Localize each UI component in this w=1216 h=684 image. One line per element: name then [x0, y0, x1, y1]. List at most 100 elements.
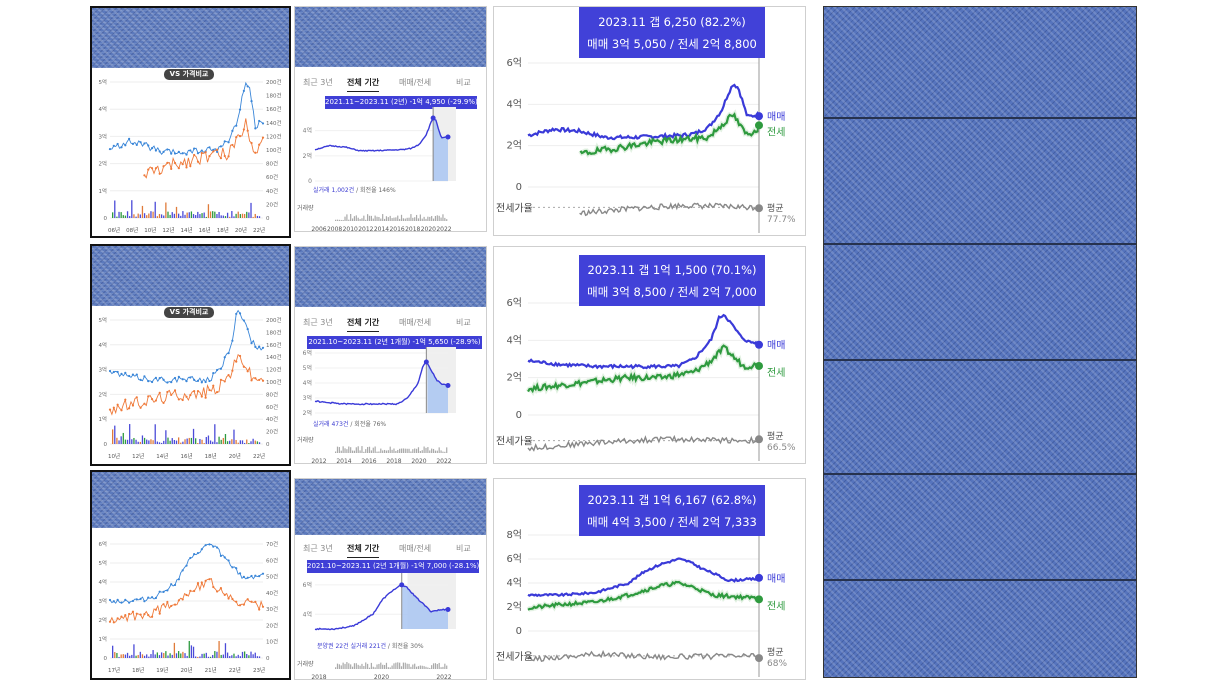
y-left-tick-label: 3억	[98, 366, 107, 374]
volume-bar	[382, 450, 384, 453]
volume-bar	[226, 441, 229, 444]
tab-full-period[interactable]: 전체 기간	[347, 317, 380, 332]
x-tick-label: 2022	[436, 458, 451, 464]
sale-point	[112, 370, 115, 374]
tab-compare[interactable]: 비교	[456, 318, 471, 327]
fullperiod-panel-2: 최근 3년 전체 기간 매매/전세 비교 2021.10~2023.11 (2년…	[294, 246, 487, 464]
sale-point	[173, 583, 177, 587]
divider	[824, 243, 1136, 245]
jeonse-point	[116, 617, 119, 620]
sale-end-point	[755, 573, 763, 582]
gap-tooltip: 2023.11 갭 6,250 (82.2%) 매매 3억 5,050 / 전세…	[579, 7, 765, 58]
volume-bar	[254, 213, 256, 218]
volume-bar	[444, 451, 446, 453]
jeonse-point	[208, 154, 211, 158]
volume-bar	[190, 645, 193, 658]
sale-point	[143, 142, 146, 145]
sale-point	[196, 379, 200, 383]
jeonse-point	[166, 600, 169, 604]
vs-compare-badge[interactable]: VS 가격비교	[164, 69, 214, 80]
volume-bar	[177, 437, 180, 444]
tab-full-period[interactable]: 전체 기간	[347, 543, 380, 558]
volume-bar	[340, 450, 342, 453]
x-tick-label: 16년	[199, 226, 211, 234]
volume-bar	[406, 448, 408, 453]
compare-panel-3: 0 1억 2억 3억 4억 5억 6억 0 10건 20건 30건 40건 50건 60건 70건 17년 18…	[90, 470, 291, 680]
volume-bar	[427, 216, 429, 221]
volume-bar	[387, 217, 389, 221]
jeonse-point	[246, 129, 249, 132]
sale-point	[131, 599, 135, 603]
x-tick-label: 22년	[253, 226, 265, 234]
volume-bar	[363, 451, 365, 453]
volume-bar	[133, 644, 135, 658]
volume-bar	[357, 446, 359, 453]
volume-bar	[374, 215, 376, 221]
sale-point	[231, 566, 234, 569]
jeonse-point	[173, 161, 177, 165]
volume-bar	[252, 438, 254, 444]
volume-bar	[423, 216, 425, 221]
x-tick-label: 23년	[253, 666, 265, 674]
volume-bar	[414, 663, 416, 669]
volume-bar	[258, 656, 261, 658]
jeonse-point	[139, 406, 142, 409]
volume-bar	[226, 652, 229, 658]
tab-full-period[interactable]: 전체 기간	[347, 77, 380, 92]
volume-bar	[241, 651, 244, 658]
vs-compare-badge[interactable]: VS 가격비교	[164, 307, 214, 318]
volume-bar	[182, 441, 184, 444]
volume-bar	[397, 662, 399, 669]
y-right-tick-label: 50건	[266, 574, 278, 581]
volume-bar	[235, 439, 237, 444]
tab-sale-jeonse[interactable]: 매매/전세	[399, 544, 432, 553]
volume-bar	[415, 214, 418, 221]
sale-point	[166, 381, 169, 384]
volume-bar	[180, 442, 182, 444]
volume-bar	[120, 654, 122, 658]
sale-point	[147, 596, 150, 599]
y-left-tick-label: 3억	[98, 597, 107, 605]
volume-bar	[423, 446, 425, 453]
volume-bar	[124, 215, 127, 218]
jeonse-point	[212, 384, 215, 387]
jeonse-end-point	[755, 121, 763, 130]
volume-bar	[346, 214, 348, 221]
volume-bar	[222, 215, 224, 218]
volume-bar	[421, 665, 423, 669]
jeonse-point	[238, 354, 242, 358]
sale-legend-label: 매매	[767, 573, 785, 585]
volume-bar	[338, 219, 340, 221]
sale-point	[158, 377, 161, 380]
sale-point	[208, 543, 211, 546]
tab-recent-3y[interactable]: 최근 3년	[303, 78, 333, 87]
sale-point	[246, 327, 249, 331]
tab-sale-jeonse[interactable]: 매매/전세	[399, 318, 432, 327]
volume-bar	[233, 216, 235, 218]
jeonse-point	[170, 167, 173, 170]
peak-point	[423, 359, 429, 365]
sale-point	[227, 141, 230, 144]
fullperiod-chart: 2억 3억 4억 5억 6억 2012 2014 2016 2018 2020 2022	[303, 347, 456, 464]
volume-bar	[190, 211, 193, 218]
tab-recent-3y[interactable]: 최근 3년	[303, 318, 333, 327]
y-left-tick-label: 5억	[98, 78, 107, 86]
x-tick-label: 2020	[421, 226, 436, 232]
volume-bar	[124, 654, 127, 658]
volume-bar	[254, 652, 256, 658]
volume-bar	[163, 215, 165, 218]
compare-chart: 0 1억 2억 3억 4억 5억 6억 0 10건 20건 30건 40건 50건 60건 70건 17년 18…	[98, 540, 278, 674]
tab-recent-3y[interactable]: 최근 3년	[303, 544, 333, 553]
volume-bar	[402, 218, 404, 221]
volume-bar	[436, 664, 438, 669]
y-right-tick-label: 200건	[266, 79, 282, 86]
x-tick-label: 14년	[180, 226, 192, 234]
y-right-tick-label: 100건	[266, 147, 282, 154]
y-right-tick-label: 60건	[266, 557, 278, 564]
y-right-tick-label: 20건	[266, 429, 278, 436]
tab-compare[interactable]: 비교	[456, 78, 471, 87]
tab-sale-jeonse[interactable]: 매매/전세	[399, 78, 432, 87]
volume-bar	[372, 666, 374, 669]
sale-point	[166, 589, 169, 592]
tab-compare[interactable]: 비교	[456, 544, 471, 553]
